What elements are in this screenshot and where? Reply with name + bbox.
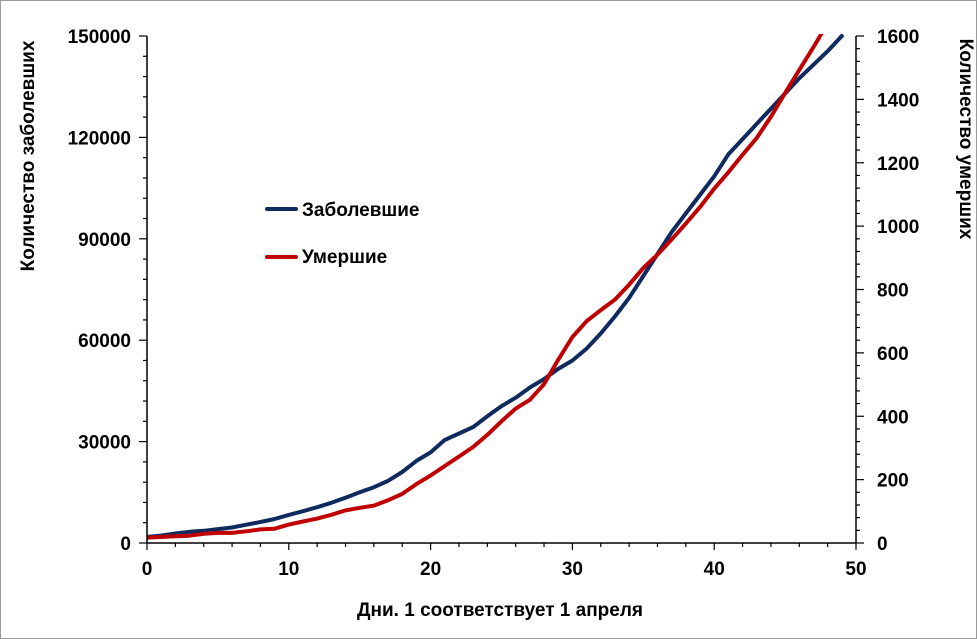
y-left-tick-label: 0 <box>120 534 131 555</box>
y-right-tick-label: 200 <box>877 471 909 492</box>
y-left-tick-label: 90000 <box>78 230 131 251</box>
y-axis-left-title: Количество заболевших <box>18 40 39 271</box>
y-right-tick-label: 400 <box>877 407 909 428</box>
x-tick-label: 0 <box>142 559 153 580</box>
y-left-tick-label: 30000 <box>78 433 131 454</box>
x-tick-label: 30 <box>562 559 583 580</box>
y-right-tick-label: 1000 <box>877 217 919 238</box>
y-right-tick-label: 1400 <box>877 90 919 111</box>
x-tick-label: 40 <box>704 559 725 580</box>
y-axis-right-title: Количество умерших <box>955 39 976 240</box>
y-left-tick-label: 120000 <box>68 128 131 149</box>
y-left-tick-label: 60000 <box>78 331 131 352</box>
x-tick-label: 10 <box>278 559 299 580</box>
legend: Заболевшие Умершие <box>265 200 420 268</box>
y-right-tick-label: 0 <box>877 534 888 555</box>
y-right-tick-label: 1200 <box>877 154 919 175</box>
legend-label-infected: Заболевшие <box>302 200 420 221</box>
x-tick-label: 20 <box>420 559 441 580</box>
y-right-tick-label: 800 <box>877 281 909 302</box>
series-line-infected <box>147 34 844 539</box>
y-right-tick-label: 1600 <box>877 27 919 48</box>
x-axis-title: Дни. 1 соответствует 1 апреля <box>357 600 643 621</box>
series-line-deaths <box>147 34 824 540</box>
y-left-tick-label: 150000 <box>68 27 131 48</box>
x-tick-label: 50 <box>845 559 866 580</box>
legend-label-deaths: Умершие <box>302 247 387 268</box>
y-right-tick-label: 600 <box>877 344 909 365</box>
